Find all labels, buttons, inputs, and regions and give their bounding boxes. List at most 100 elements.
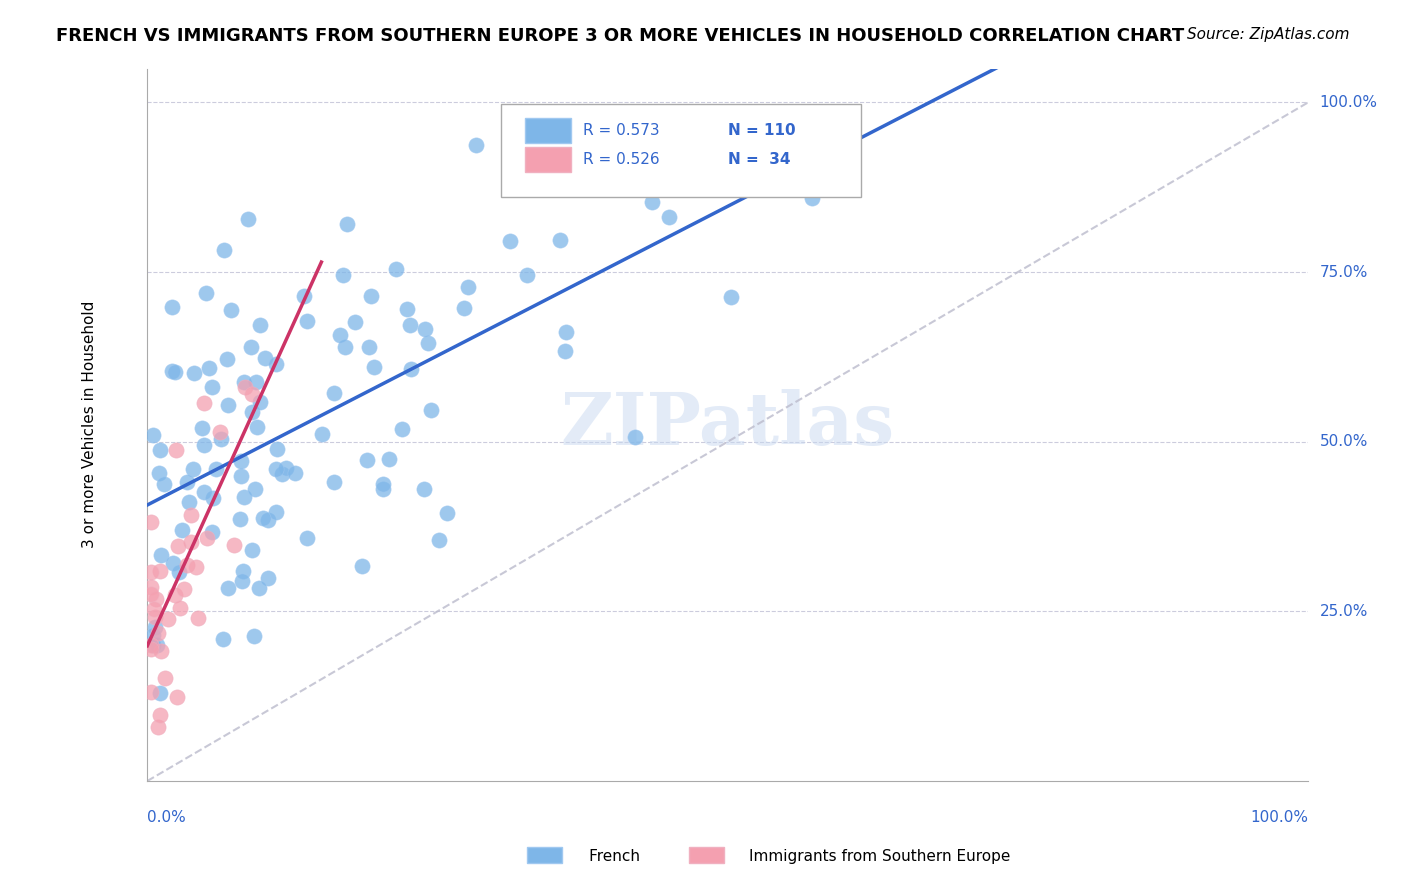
Text: 75.0%: 75.0% bbox=[1320, 265, 1368, 279]
French bbox=[554, 325, 576, 339]
French bbox=[274, 461, 297, 475]
French bbox=[548, 233, 571, 247]
French bbox=[264, 357, 287, 371]
French bbox=[464, 138, 486, 153]
French bbox=[271, 467, 294, 482]
Text: ZIPatlas: ZIPatlas bbox=[561, 389, 894, 460]
French bbox=[499, 234, 522, 248]
French bbox=[160, 301, 183, 315]
French bbox=[357, 340, 380, 354]
Immigrants from Southern Europe bbox=[180, 535, 202, 549]
French bbox=[149, 443, 172, 458]
French bbox=[395, 302, 418, 317]
French bbox=[436, 506, 458, 520]
French bbox=[233, 376, 256, 390]
French bbox=[249, 395, 271, 409]
Text: N = 110: N = 110 bbox=[728, 123, 796, 138]
French bbox=[229, 454, 252, 468]
Text: 3 or more Vehicles in Household: 3 or more Vehicles in Household bbox=[82, 301, 97, 549]
French bbox=[217, 581, 239, 595]
French bbox=[247, 582, 270, 596]
French bbox=[209, 432, 232, 446]
Immigrants from Southern Europe bbox=[148, 625, 170, 640]
French bbox=[292, 289, 315, 303]
Immigrants from Southern Europe bbox=[208, 425, 231, 439]
French bbox=[252, 510, 274, 524]
French bbox=[240, 542, 263, 557]
French bbox=[398, 318, 420, 333]
French bbox=[554, 344, 576, 359]
French bbox=[322, 385, 344, 400]
French bbox=[193, 438, 215, 452]
French bbox=[800, 191, 823, 205]
French bbox=[195, 286, 218, 301]
French bbox=[295, 531, 318, 545]
French bbox=[215, 351, 238, 366]
French bbox=[332, 268, 354, 283]
French bbox=[658, 210, 681, 224]
Immigrants from Southern Europe bbox=[165, 443, 187, 458]
French bbox=[257, 513, 280, 527]
Immigrants from Southern Europe bbox=[149, 708, 172, 723]
Immigrants from Southern Europe bbox=[139, 516, 162, 530]
Immigrants from Southern Europe bbox=[195, 531, 218, 545]
French bbox=[284, 466, 307, 480]
Immigrants from Southern Europe bbox=[180, 508, 202, 523]
Immigrants from Southern Europe bbox=[222, 538, 245, 552]
French bbox=[162, 556, 184, 570]
French bbox=[378, 451, 401, 466]
Immigrants from Southern Europe bbox=[149, 643, 172, 657]
French bbox=[264, 505, 287, 519]
French bbox=[200, 379, 222, 393]
French bbox=[329, 327, 352, 342]
French bbox=[217, 398, 239, 412]
Text: French: French bbox=[555, 849, 640, 863]
French bbox=[416, 336, 439, 351]
Text: R = 0.526: R = 0.526 bbox=[582, 152, 659, 167]
French bbox=[142, 638, 165, 652]
French bbox=[295, 314, 318, 328]
French bbox=[181, 462, 204, 476]
French bbox=[356, 452, 378, 467]
Text: FRENCH VS IMMIGRANTS FROM SOUTHERN EUROPE 3 OR MORE VEHICLES IN HOUSEHOLD CORREL: FRENCH VS IMMIGRANTS FROM SOUTHERN EUROP… bbox=[56, 27, 1184, 45]
Immigrants from Southern Europe bbox=[143, 610, 166, 624]
French bbox=[163, 365, 186, 379]
Immigrants from Southern Europe bbox=[139, 565, 162, 579]
Text: 0.0%: 0.0% bbox=[148, 810, 186, 824]
French bbox=[236, 211, 259, 226]
Immigrants from Southern Europe bbox=[146, 720, 169, 734]
French bbox=[246, 419, 269, 434]
Immigrants from Southern Europe bbox=[153, 671, 176, 685]
FancyBboxPatch shape bbox=[502, 104, 860, 197]
Immigrants from Southern Europe bbox=[163, 588, 186, 602]
Text: Immigrants from Southern Europe: Immigrants from Southern Europe bbox=[710, 849, 1011, 863]
French bbox=[457, 280, 479, 294]
French bbox=[335, 340, 357, 354]
French bbox=[176, 475, 198, 489]
French bbox=[239, 340, 262, 354]
French bbox=[249, 318, 271, 332]
Text: 100.0%: 100.0% bbox=[1320, 95, 1378, 110]
French bbox=[253, 351, 276, 365]
French bbox=[427, 533, 450, 547]
French bbox=[360, 289, 382, 303]
French bbox=[363, 359, 385, 374]
Immigrants from Southern Europe bbox=[193, 396, 215, 410]
French bbox=[193, 485, 215, 500]
French bbox=[212, 632, 235, 647]
Immigrants from Southern Europe bbox=[139, 638, 162, 652]
French bbox=[183, 366, 205, 380]
French bbox=[266, 462, 288, 476]
French bbox=[641, 195, 664, 210]
Immigrants from Southern Europe bbox=[139, 641, 162, 656]
FancyBboxPatch shape bbox=[524, 119, 571, 144]
Text: 50.0%: 50.0% bbox=[1320, 434, 1368, 450]
French bbox=[391, 422, 413, 436]
Immigrants from Southern Europe bbox=[240, 387, 263, 401]
French bbox=[200, 524, 222, 539]
French bbox=[142, 427, 165, 442]
French bbox=[243, 629, 266, 643]
French bbox=[229, 468, 252, 483]
French bbox=[371, 476, 394, 491]
French bbox=[153, 477, 176, 491]
